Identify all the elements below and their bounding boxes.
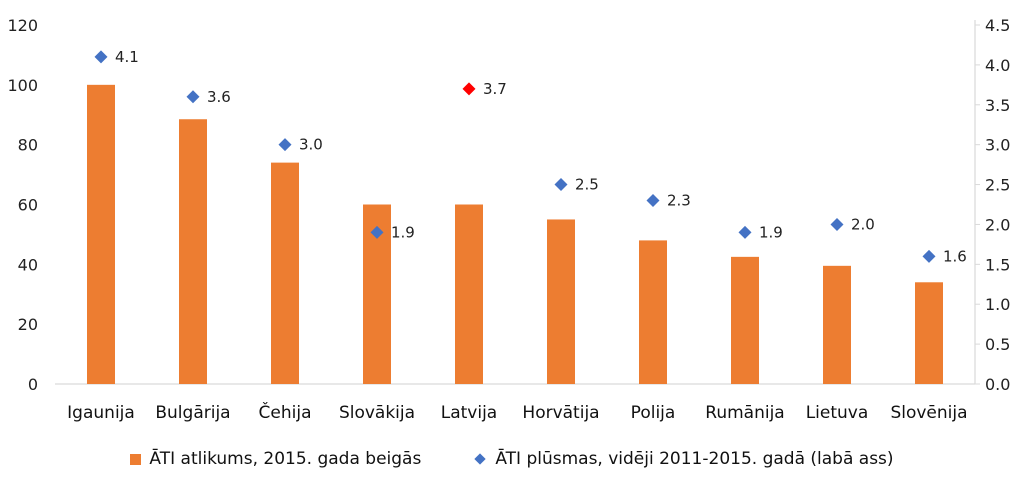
data-label: 1.9: [391, 223, 415, 241]
bar: [271, 162, 299, 384]
bar: [731, 256, 759, 384]
legend-swatch-bar-icon: [130, 453, 142, 465]
category-label: Horvātija: [522, 403, 599, 423]
category-label: Slovēnija: [890, 403, 967, 423]
category-label: Lietuva: [806, 403, 869, 423]
data-label: 2.5: [575, 176, 599, 194]
right-y-tick-label: 0.0: [985, 375, 1010, 394]
data-label: 3.6: [207, 88, 231, 106]
diamond-point: [554, 178, 568, 192]
right-y-tick-label: 4.5: [985, 16, 1010, 35]
legend-swatch-diamond-icon: [474, 453, 486, 465]
legend-label-bars: ĀTI atlikums, 2015. gada beigās: [149, 449, 422, 469]
right-y-tick-label: 0.5: [985, 335, 1010, 354]
right-y-tick-label: 3.0: [985, 136, 1010, 155]
bar: [823, 265, 851, 384]
diamond-point: [94, 50, 108, 64]
right-y-tick-label: 2.5: [985, 176, 1010, 195]
data-label: 3.0: [299, 136, 323, 154]
right-y-tick-label: 4.0: [985, 56, 1010, 75]
data-label: 2.0: [851, 215, 875, 233]
diamond-point: [830, 217, 844, 231]
bar: [455, 204, 483, 384]
diamond-point: [370, 225, 384, 239]
bar: [179, 119, 207, 385]
category-label: Latvija: [441, 403, 497, 423]
chart: 0 20 40 60 80 100 120 0.0 0.5 1.0 1.5 2.0 2.5 3.0 3.5 4…: [7, 16, 1010, 423]
category-label: Polija: [631, 403, 676, 423]
diamond-point: [186, 90, 200, 104]
legend-item-bars: ĀTI atlikums, 2015. gada beigās: [130, 449, 421, 469]
diamond-point: [278, 138, 292, 152]
bar: [915, 282, 943, 384]
data-label: 4.1: [115, 48, 139, 66]
data-label: 3.7: [483, 80, 507, 98]
right-y-tick-label: 1.5: [985, 255, 1010, 274]
left-y-tick-label: 40: [18, 255, 38, 274]
diamond-point: [462, 82, 476, 96]
left-y-tick-label: 20: [18, 315, 38, 334]
diamond-point: [922, 249, 936, 263]
category-label: Čehija: [259, 401, 312, 423]
category-label: Rumānija: [705, 403, 784, 423]
right-y-tick-label: 3.5: [985, 96, 1010, 115]
legend: ĀTI atlikums, 2015. gada beigās ĀTI plūs…: [0, 442, 1024, 476]
left-y-tick-label: 120: [7, 16, 38, 35]
left-y-tick-label: 0: [28, 375, 38, 394]
diamond-point: [646, 194, 660, 208]
bar: [639, 240, 667, 384]
left-y-tick-label: 80: [18, 136, 38, 155]
right-y-tick-label: 2.0: [985, 215, 1010, 234]
diamond-point: [738, 225, 752, 239]
bar: [547, 219, 575, 384]
data-label: 2.3: [667, 192, 691, 210]
left-y-tick-label: 60: [18, 196, 38, 215]
category-label: Bulgārija: [155, 403, 230, 423]
data-label: 1.6: [943, 247, 967, 265]
category-label: Slovākija: [339, 403, 415, 423]
legend-item-diamonds: ĀTI plūsmas, vidēji 2011-2015. gadā (lab…: [473, 449, 894, 469]
legend-label-diamonds: ĀTI plūsmas, vidēji 2011-2015. gadā (lab…: [495, 449, 894, 469]
category-label: Igaunija: [67, 403, 135, 423]
bar: [87, 84, 115, 384]
right-y-tick-label: 1.0: [985, 295, 1010, 314]
data-label: 1.9: [759, 223, 783, 241]
left-y-tick-label: 100: [7, 76, 38, 95]
